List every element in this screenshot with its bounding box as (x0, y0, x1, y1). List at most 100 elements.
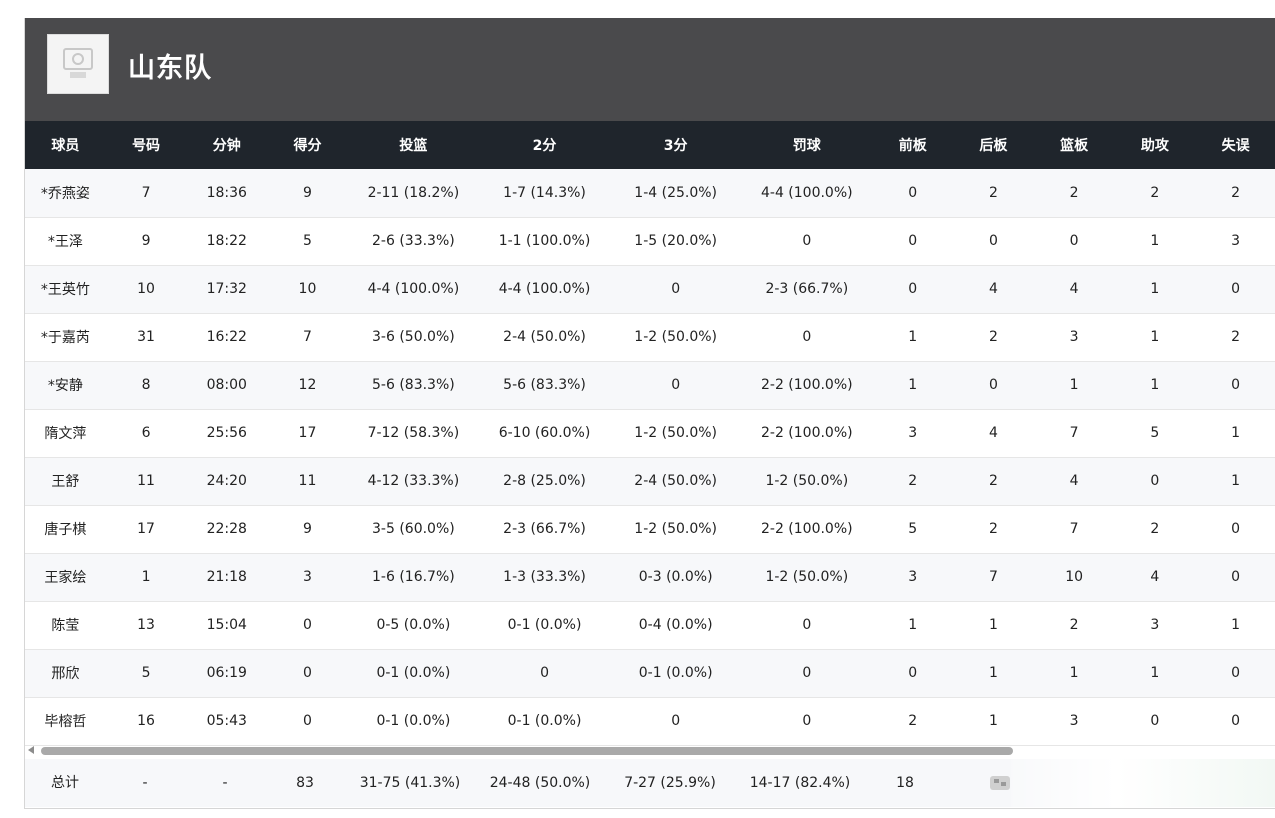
table-row: 王舒 11 24:20 11 4-12 (33.3%) 2-8 (25.0%) 2-4 (5… (25, 457, 1275, 505)
column-header[interactable]: 失误 (1221, 138, 1250, 154)
stat-cell: 0 (540, 665, 549, 681)
stat-cell: 1 (908, 377, 918, 393)
stat-cell: 0 (802, 713, 812, 729)
player-name-cell[interactable]: 陈莹 (51, 618, 80, 634)
stat-cell: 10 (298, 281, 317, 297)
totals-cell: 31-75 (41.3%) (359, 775, 461, 791)
column-header[interactable]: 篮板 (1060, 138, 1089, 154)
stat-cell: 2 (988, 521, 998, 537)
stat-cell: 0 (908, 281, 918, 297)
column-header[interactable]: 3分 (663, 138, 688, 154)
stat-cell: 2-4 (50.0%) (503, 329, 586, 345)
stat-cell: 2 (1150, 521, 1160, 537)
stat-cell: 0 (1150, 473, 1160, 489)
player-name-cell[interactable]: 隋文萍 (44, 426, 87, 442)
stat-cell: 5-6 (83.3%) (503, 377, 586, 393)
stat-cell: 31 (137, 329, 155, 345)
stat-cell: 0 (1231, 713, 1241, 729)
stat-cell: 10 (137, 281, 155, 297)
player-name-cell[interactable]: *王泽 (47, 234, 83, 250)
stat-cell: 1-2 (50.0%) (765, 569, 849, 585)
stat-cell: 0 (1150, 713, 1160, 729)
stat-cell: 25:56 (206, 425, 247, 441)
totals-row: 18 14-17 (82.4%) 7-27 (25.9%) 24-48 (50.0%)… (25, 759, 1275, 807)
column-header[interactable]: 分钟 (212, 138, 241, 154)
totals-cell: - (142, 775, 148, 791)
stat-cell: 3 (908, 569, 918, 585)
stat-cell: 5 (908, 521, 918, 537)
stat-cell: 5 (1150, 425, 1160, 441)
column-header[interactable]: 罚球 (792, 138, 821, 154)
player-name-cell[interactable]: *于嘉芮 (40, 330, 90, 346)
column-header[interactable]: 助攻 (1140, 138, 1169, 154)
table-row: *于嘉芮 31 16:22 7 3-6 (50.0%) 2-4 (50.0%) 1-2 (5… (25, 313, 1275, 361)
player-name-cell[interactable]: 毕榕哲 (44, 714, 87, 730)
totals-cell: 18 (896, 775, 914, 791)
stat-cell: 18:22 (206, 233, 247, 249)
stat-cell: 1 (908, 329, 918, 345)
player-name-cell[interactable]: *乔燕姿 (40, 185, 90, 202)
stat-cell: 2 (1069, 617, 1079, 633)
stat-cell: 2 (1231, 184, 1241, 201)
column-header[interactable]: 后板 (979, 138, 1008, 154)
stat-cell: 2-2 (100.0%) (760, 521, 853, 537)
stat-cell: 22:28 (206, 521, 247, 537)
player-name-cell[interactable]: 王家绘 (44, 570, 87, 586)
stat-cell: 1-1 (100.0%) (498, 233, 591, 249)
stat-cell: 0 (802, 329, 812, 345)
stat-cell: 2 (908, 713, 918, 729)
stat-cell: 0-1 (0.0%) (376, 665, 451, 681)
stat-cell: 3 (1069, 713, 1079, 729)
table-row: 邢欣 5 06:19 0 0-1 (0.0%) 0 0-1 (0.0%) 0 0 1 1 1 0 (25, 649, 1275, 697)
stat-cell: 15:04 (206, 617, 247, 633)
player-name-cell[interactable]: 王舒 (51, 474, 80, 490)
stat-cell: 0 (303, 713, 312, 729)
stat-cell: 1 (1231, 473, 1241, 489)
stat-cell: 3 (1069, 329, 1079, 345)
stat-cell: 1-5 (20.0%) (634, 233, 718, 249)
stat-cell: 2 (908, 473, 918, 489)
stat-cell: 18:36 (206, 184, 247, 201)
stat-cell: 7 (303, 329, 312, 345)
column-header[interactable]: 得分 (293, 138, 322, 154)
stat-cell: 1-2 (50.0%) (634, 329, 718, 345)
column-header[interactable]: 2分 (532, 138, 557, 154)
scroll-left-arrow-icon[interactable] (28, 746, 34, 754)
column-header[interactable]: 前板 (898, 138, 927, 154)
stat-cell: 4-4 (100.0%) (760, 184, 853, 201)
stat-cell: 1 (988, 713, 998, 729)
stat-cell: 4-4 (100.0%) (367, 281, 460, 297)
stat-cell: 0 (303, 617, 312, 633)
team-logo-icon (63, 48, 93, 78)
table-row: *王泽 9 18:22 5 2-6 (33.3%) 1-1 (100.0%) 1-5 (20… (25, 217, 1275, 265)
stat-cell: 2-2 (100.0%) (760, 425, 853, 441)
stat-cell: 0 (671, 713, 681, 729)
player-name-cell[interactable]: *王英竹 (40, 282, 90, 298)
watermark-icon (990, 776, 1010, 790)
stat-cell: 0 (908, 184, 918, 201)
player-name-cell[interactable]: 邢欣 (51, 666, 80, 682)
horizontal-scrollbar[interactable] (25, 744, 1015, 756)
stat-cell: 4 (1069, 281, 1079, 297)
stat-cell: 5 (303, 233, 312, 249)
stat-cell: 17 (137, 521, 155, 537)
stat-cell: 0 (303, 665, 312, 681)
scrollbar-thumb[interactable] (41, 747, 1013, 755)
column-header[interactable]: 球员 (51, 138, 80, 154)
stat-cell: 1 (1231, 425, 1241, 441)
stat-cell: 2 (1231, 329, 1241, 345)
team-name: 山东队 (128, 53, 212, 84)
stat-cell: 4 (1150, 569, 1160, 585)
stat-cell: 0-1 (0.0%) (376, 713, 451, 729)
column-header[interactable]: 投篮 (399, 138, 428, 154)
stat-cell: 06:19 (206, 665, 247, 681)
stat-cell: 05:43 (206, 713, 247, 729)
table-row: *王英竹 10 17:32 10 4-4 (100.0%) 4-4 (100.0%) 0 2-… (25, 265, 1275, 313)
stat-cell: 7-12 (58.3%) (367, 425, 460, 441)
player-name-cell[interactable]: 唐子棋 (44, 522, 87, 538)
stat-cell: 1-7 (14.3%) (503, 184, 586, 201)
stat-cell: 0 (1231, 521, 1241, 537)
player-name-cell[interactable]: *安静 (47, 378, 83, 394)
column-header[interactable]: 号码 (132, 138, 161, 154)
stat-cell: 0 (1069, 233, 1079, 249)
